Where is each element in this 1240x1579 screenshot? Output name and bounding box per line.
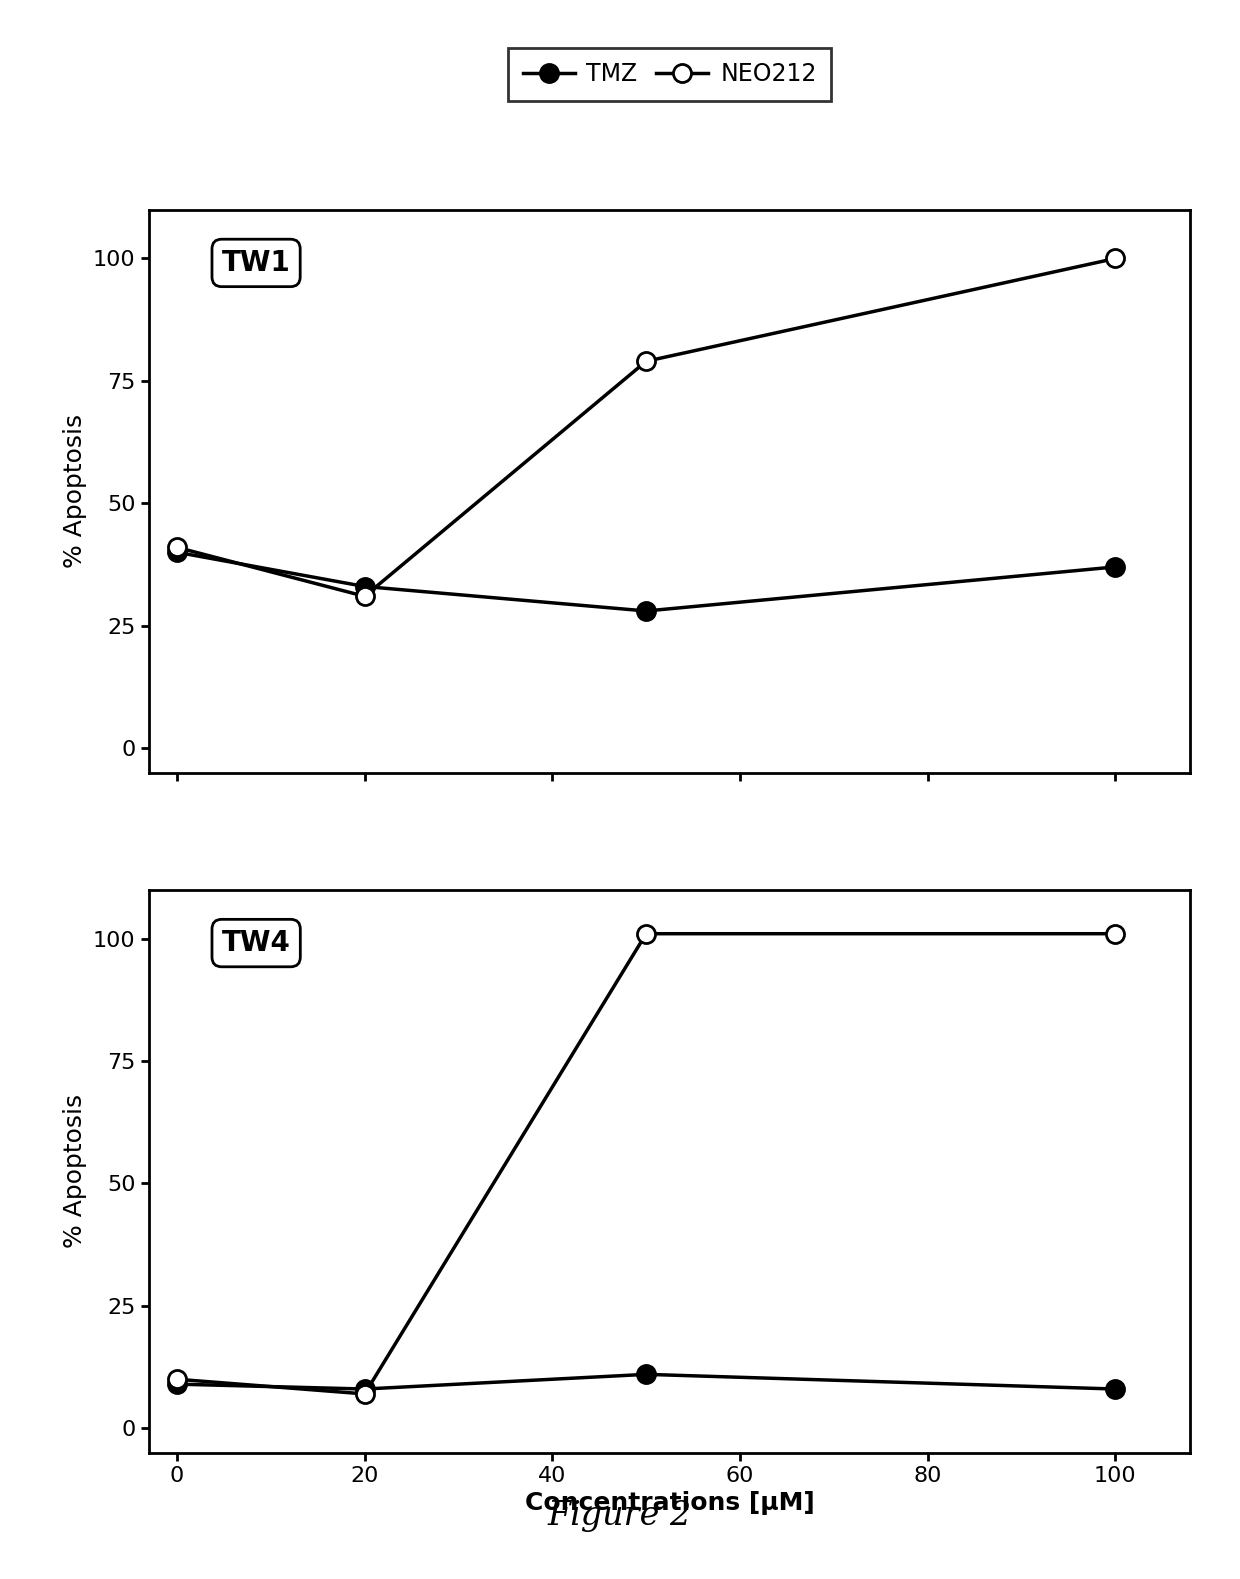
Text: TW1: TW1	[222, 249, 290, 276]
Text: Figure 2: Figure 2	[548, 1500, 692, 1532]
Legend: TMZ, NEO212: TMZ, NEO212	[508, 49, 831, 101]
Text: TW4: TW4	[222, 928, 290, 957]
X-axis label: Concentrations [μM]: Concentrations [μM]	[525, 1492, 815, 1516]
Y-axis label: % Apoptosis: % Apoptosis	[63, 1094, 88, 1249]
Y-axis label: % Apoptosis: % Apoptosis	[63, 414, 88, 568]
